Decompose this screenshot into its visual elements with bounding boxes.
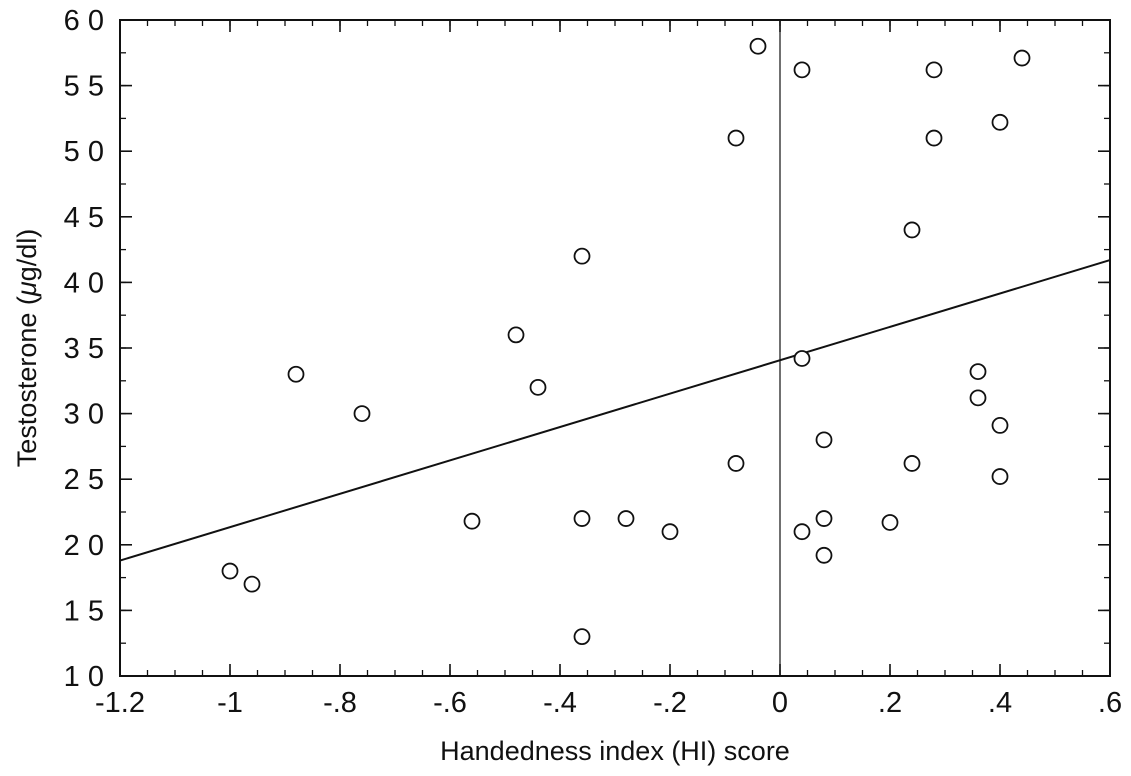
data-point xyxy=(353,405,371,423)
y-tick-label: 1 5 xyxy=(64,595,104,627)
plot-frame xyxy=(119,19,1111,677)
y-tick-label: 5 5 xyxy=(64,71,104,103)
data-point xyxy=(815,510,833,527)
y-tick-label: 3 5 xyxy=(64,333,104,365)
y-tick-label: 2 0 xyxy=(64,530,104,562)
data-point xyxy=(815,546,833,564)
data-point xyxy=(749,37,767,55)
data-point xyxy=(969,389,987,407)
data-point xyxy=(573,628,591,646)
data-point xyxy=(991,468,1009,485)
x-tick-label: -.6 xyxy=(433,687,467,719)
x-tick-labels: -1.2 -1 -.8 -.6 -.4 -.2 0 .2 .4 .6 xyxy=(95,687,1122,719)
x-tick-label: .6 xyxy=(1098,687,1122,719)
minor-ticks xyxy=(119,19,1111,677)
data-point xyxy=(925,129,943,147)
y-tick-labels: 1 0 1 5 2 0 2 5 3 0 3 5 4 0 4 5 5 0 5 5 6 0 xyxy=(64,5,104,693)
x-tick-label: 0 xyxy=(772,687,788,719)
data-point xyxy=(793,61,811,79)
x-tick-label: .4 xyxy=(988,687,1012,719)
data-point xyxy=(661,523,679,541)
data-point xyxy=(617,510,635,527)
y-tick-label: 6 0 xyxy=(64,5,104,37)
data-points xyxy=(221,37,1031,646)
x-tick-label: -1.2 xyxy=(95,687,145,719)
data-point xyxy=(221,562,239,580)
data-point xyxy=(727,129,745,147)
data-point xyxy=(881,514,899,531)
regression-line xyxy=(119,259,1111,562)
data-point xyxy=(573,247,591,265)
x-tick-label: -.4 xyxy=(543,687,577,719)
x-tick-label: -.2 xyxy=(653,687,687,719)
y-axis-title-unit-symbol: μ xyxy=(12,281,42,297)
data-point xyxy=(815,431,833,449)
data-point xyxy=(243,575,261,593)
data-point xyxy=(903,221,921,239)
x-axis-title: Handedness index (HI) score xyxy=(440,736,790,766)
data-point xyxy=(991,113,1009,131)
data-point xyxy=(925,61,943,79)
x-tick-label: -.8 xyxy=(323,687,357,719)
y-tick-label: 3 0 xyxy=(64,399,104,431)
y-axis-title-prefix: Testosterone ( xyxy=(12,296,42,467)
y-axis-title-suffix: g/dl) xyxy=(12,229,42,282)
data-point xyxy=(529,378,547,396)
y-tick-label: 1 0 xyxy=(64,661,104,693)
data-point xyxy=(727,455,745,472)
data-point xyxy=(507,326,525,344)
x-tick-label: .2 xyxy=(878,687,902,719)
data-point xyxy=(463,512,481,530)
data-point xyxy=(969,363,987,381)
data-point xyxy=(573,510,591,527)
data-point xyxy=(1013,49,1031,67)
data-point xyxy=(991,417,1009,434)
data-point xyxy=(793,350,811,367)
x-tick-label: -1 xyxy=(217,687,243,719)
data-point xyxy=(793,523,811,541)
y-tick-label: 4 5 xyxy=(64,202,104,234)
major-ticks xyxy=(119,19,1111,677)
y-tick-label: 4 0 xyxy=(64,267,104,299)
y-axis-title: Testosterone (μg/dl) xyxy=(12,229,42,467)
y-tick-label: 5 0 xyxy=(64,136,104,168)
data-point xyxy=(287,365,305,383)
y-tick-label: 2 5 xyxy=(64,464,104,496)
data-point xyxy=(903,455,921,472)
